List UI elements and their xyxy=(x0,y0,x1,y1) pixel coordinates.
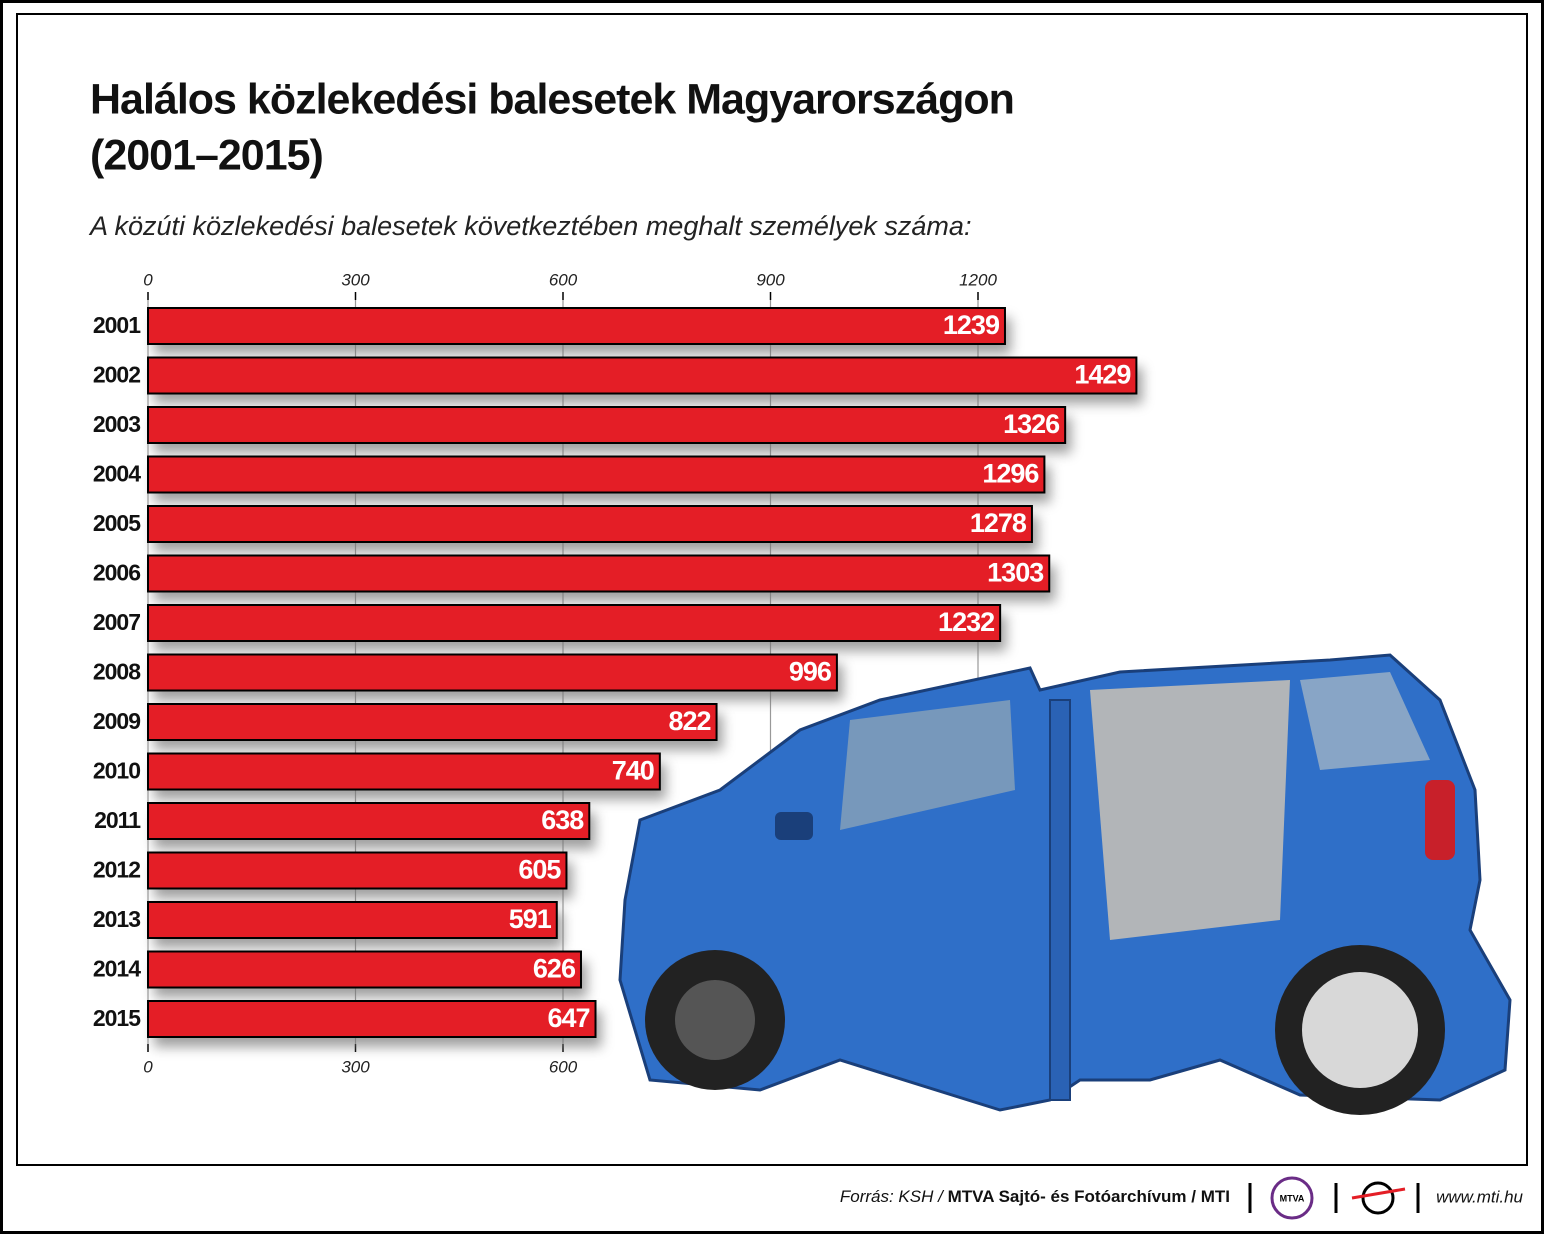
bar xyxy=(147,653,838,692)
y-tick-label: 2004 xyxy=(93,461,141,487)
bar xyxy=(147,703,718,741)
x-tick-label: 300 xyxy=(341,270,370,289)
y-tick-label: 2006 xyxy=(93,560,140,586)
bar xyxy=(147,307,1006,345)
value-label: 605 xyxy=(518,855,561,885)
bar xyxy=(147,752,661,791)
bar xyxy=(147,901,558,939)
x-tick-label: 0 xyxy=(143,1057,153,1076)
x-tick-label: 0 xyxy=(143,270,153,289)
logo-text: MTVA xyxy=(1280,1193,1305,1203)
bar xyxy=(147,455,1046,494)
y-tick-label: 2014 xyxy=(93,956,141,982)
bar xyxy=(147,950,582,989)
value-label: 626 xyxy=(533,954,576,984)
x-tick-label: 900 xyxy=(756,270,785,289)
x-tick-label: 300 xyxy=(341,1057,370,1076)
value-label: 591 xyxy=(509,904,552,934)
mti-logo xyxy=(1361,1181,1395,1215)
bar xyxy=(147,505,1033,543)
bar xyxy=(147,802,591,840)
value-label: 822 xyxy=(668,706,710,736)
source-text: Forrás: KSH / xyxy=(840,1187,945,1206)
source: Forrás: KSH / MTVA Sajtó- és Fotóarchívu… xyxy=(840,1187,1230,1206)
x-tick-label: 600 xyxy=(549,270,578,289)
y-tick-label: 2015 xyxy=(93,1005,141,1031)
y-tick-label: 2011 xyxy=(94,807,141,833)
credit-text: MTVA Sajtó- és Fotóarchívum / MTI xyxy=(948,1187,1230,1206)
value-label: 1239 xyxy=(943,310,1000,340)
value-label: 647 xyxy=(547,1003,589,1033)
value-label: 996 xyxy=(789,657,832,687)
y-tick-label: 2002 xyxy=(93,362,140,388)
bar xyxy=(147,406,1067,444)
bar xyxy=(147,851,568,890)
y-tick-label: 2010 xyxy=(93,758,140,784)
mtva-logo xyxy=(1270,1176,1314,1220)
value-label: 1429 xyxy=(1074,360,1131,390)
url: www.mti.hu xyxy=(1436,1187,1523,1206)
value-label: 1296 xyxy=(982,459,1039,489)
y-tick-label: 2003 xyxy=(93,411,140,437)
bar xyxy=(147,554,1051,593)
value-label: 1326 xyxy=(1003,409,1060,439)
x-tick-label: 600 xyxy=(549,1057,578,1076)
y-tick-label: 2005 xyxy=(93,510,141,536)
chart-subtitle: A közúti közlekedési balesetek következt… xyxy=(88,211,971,241)
chart-title: Halálos közlekedési balesetek Magyarorsz… xyxy=(90,75,1014,123)
mti-logo-line xyxy=(1351,1187,1406,1200)
bar xyxy=(147,356,1138,395)
chart-title: (2001–2015) xyxy=(90,131,323,179)
car-illustration xyxy=(618,653,1512,1115)
value-label: 638 xyxy=(541,805,584,835)
y-tick-label: 2012 xyxy=(93,857,140,883)
inner-border xyxy=(16,13,1528,1166)
x-tick-label: 1200 xyxy=(959,270,997,289)
y-tick-label: 2008 xyxy=(93,659,141,685)
y-tick-label: 2007 xyxy=(93,609,140,635)
value-label: 1303 xyxy=(987,558,1044,588)
y-tick-label: 2001 xyxy=(93,312,141,338)
value-label: 1232 xyxy=(938,607,994,637)
value-label: 740 xyxy=(612,756,654,786)
y-tick-label: 2009 xyxy=(93,708,140,734)
value-label: 1278 xyxy=(970,508,1027,538)
bar xyxy=(147,604,1002,642)
bar xyxy=(147,1000,597,1038)
y-tick-label: 2013 xyxy=(93,906,140,932)
